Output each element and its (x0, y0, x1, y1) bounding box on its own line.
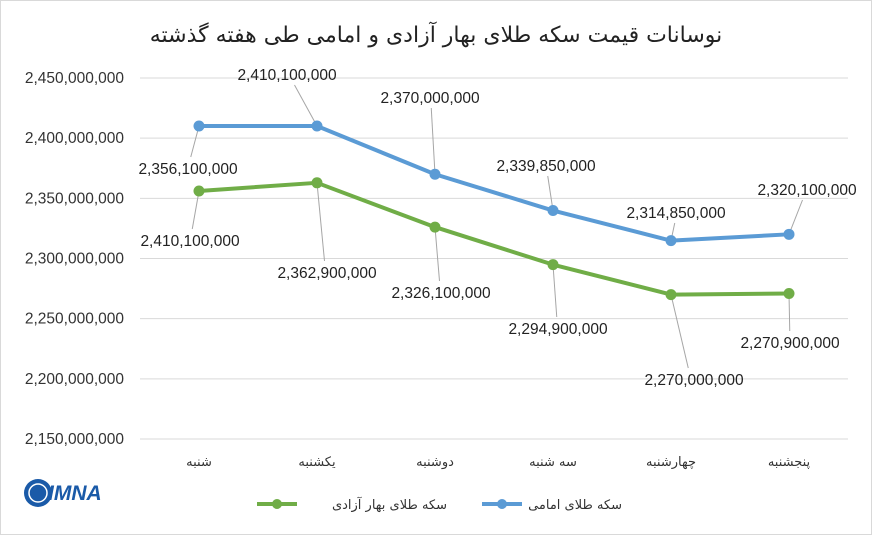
y-tick-label: 2,350,000,000 (25, 190, 125, 207)
imna-logo: IMNA (24, 479, 102, 507)
y-tick-label: 2,200,000,000 (25, 371, 125, 388)
data-label: 2,270,000,000 (644, 372, 744, 389)
leader-line (434, 227, 440, 282)
data-label: 2,410,100,000 (140, 233, 240, 250)
x-tick-label: دوشنبه (416, 455, 454, 470)
data-label: 2,270,900,000 (740, 335, 840, 352)
logo-globe-ring (28, 483, 48, 503)
data-point (547, 259, 559, 271)
data-label: 2,339,850,000 (496, 158, 596, 175)
x-tick-label: پنجشنبه (768, 455, 811, 470)
legend-marker-bahar-azadi (272, 499, 282, 509)
legend-marker-emami (497, 499, 507, 509)
data-point (783, 228, 795, 240)
series-line-1 (198, 180, 790, 297)
leader-line (294, 84, 318, 127)
data-label: 2,320,100,000 (757, 182, 857, 199)
x-tick-label: چهارشنبه (646, 455, 696, 470)
y-axis-ticks: 2,150,000,000 2,200,000,000 2,250,000,000 2… (25, 70, 125, 448)
data-point (429, 221, 441, 233)
leader-line (788, 293, 791, 332)
leader-line (430, 107, 436, 175)
data-label: 2,362,900,000 (277, 265, 377, 282)
data-point (547, 205, 559, 217)
series-lines (193, 120, 795, 301)
data-point (429, 168, 441, 180)
y-tick-label: 2,400,000,000 (25, 130, 125, 147)
logo-text: IMNA (48, 482, 102, 505)
data-point (193, 120, 205, 132)
leader-line (316, 182, 325, 262)
x-axis-ticks: شنبه یکشنبه دوشنبه سه شنبه چهارشنبه پنجشنبه (186, 455, 810, 470)
data-point (311, 177, 323, 189)
y-tick-label: 2,300,000,000 (25, 251, 125, 268)
series-line-0 (199, 124, 790, 243)
data-labels: 2,356,100,000 2,410,100,000 2,370,000,000 2… (138, 67, 857, 389)
data-point (783, 288, 795, 300)
leader-line (552, 264, 558, 318)
data-label: 2,356,100,000 (138, 161, 238, 178)
data-point (193, 185, 205, 197)
legend: سکه طلای بهار آزادی سکه طلای امامی (257, 496, 622, 513)
data-label: 2,370,000,000 (380, 90, 480, 107)
legend-label-emami: سکه طلای امامی (528, 498, 622, 513)
logo-globe-icon (24, 479, 52, 507)
chart-title: نوسانات قیمت سکه طلای بهار آزادی و امامی… (150, 21, 723, 48)
data-point (311, 120, 323, 132)
y-tick-label: 2,450,000,000 (25, 70, 125, 87)
data-point (665, 235, 677, 247)
leader-line (547, 175, 554, 211)
data-label: 2,314,850,000 (626, 205, 726, 222)
leader-line (788, 199, 803, 235)
data-label: 2,326,100,000 (391, 285, 491, 302)
x-tick-label: شنبه (186, 455, 212, 470)
x-tick-label: یکشنبه (298, 455, 336, 470)
y-tick-label: 2,150,000,000 (25, 431, 125, 448)
x-tick-label: سه شنبه (529, 455, 577, 470)
data-label: 2,410,100,000 (237, 67, 337, 84)
leader-line (670, 294, 689, 369)
leader-line (191, 190, 200, 230)
data-point (665, 289, 677, 301)
data-label: 2,294,900,000 (508, 321, 608, 338)
grid-lines (140, 77, 848, 440)
legend-label-bahar-azadi: سکه طلای بهار آزادی (332, 496, 447, 513)
y-tick-label: 2,250,000,000 (25, 311, 125, 328)
